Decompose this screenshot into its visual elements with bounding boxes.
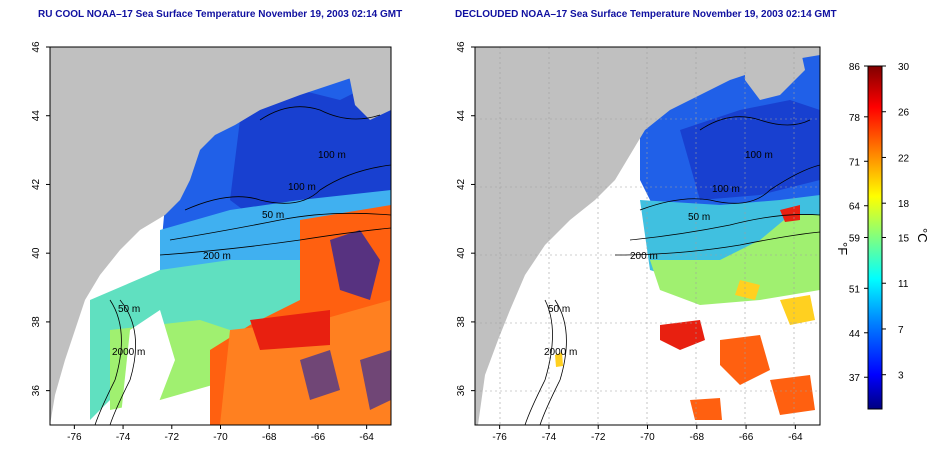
x-tick-label: -64 bbox=[788, 432, 803, 443]
fahrenheit-tick-label: 51 bbox=[849, 284, 861, 295]
x-tick-label: -72 bbox=[165, 432, 180, 443]
y-tick-label: 44 bbox=[31, 110, 42, 122]
contour-label: 50 m bbox=[262, 210, 284, 221]
contour-label: 200 m bbox=[630, 251, 658, 262]
fahrenheit-tick-label: 86 bbox=[849, 62, 861, 73]
map-panel-raw bbox=[50, 47, 391, 425]
contour-label: 100 m bbox=[288, 182, 316, 193]
fahrenheit-tick-label: 59 bbox=[849, 234, 861, 245]
x-tick-label: -66 bbox=[311, 432, 326, 443]
y-tick-label: 46 bbox=[31, 41, 42, 53]
map-axes: -76 -74 -72 -70 -68 -66 -64 36 38 40 42 44 46 -76 -74 -… bbox=[31, 41, 803, 443]
x-tick-label: -76 bbox=[67, 432, 82, 443]
celsius-tick-label: 18 bbox=[898, 199, 910, 210]
y-tick-label: 42 bbox=[31, 178, 42, 190]
y-tick-label: 36 bbox=[456, 385, 467, 397]
celsius-tick-label: 15 bbox=[898, 234, 910, 245]
x-tick-label: -76 bbox=[492, 432, 507, 443]
x-tick-label: -66 bbox=[739, 432, 754, 443]
contour-label: 200 m bbox=[203, 251, 231, 262]
x-tick-label: -72 bbox=[591, 432, 606, 443]
x-tick-label: -74 bbox=[542, 432, 557, 443]
x-tick-label: -70 bbox=[213, 432, 228, 443]
y-tick-label: 40 bbox=[31, 247, 42, 259]
x-tick-label: -74 bbox=[116, 432, 131, 443]
celsius-tick-label: 22 bbox=[898, 153, 910, 164]
fahrenheit-tick-label: 37 bbox=[849, 373, 861, 384]
y-tick-label: 38 bbox=[456, 316, 467, 328]
fahrenheit-tick-label: 78 bbox=[849, 113, 861, 124]
y-tick-label: 38 bbox=[31, 316, 42, 328]
x-tick-label: -64 bbox=[359, 432, 374, 443]
map-panel-declouded bbox=[475, 47, 820, 425]
x-tick-label: -70 bbox=[640, 432, 655, 443]
colorbar bbox=[867, 65, 883, 410]
x-tick-label: -68 bbox=[690, 432, 705, 443]
contour-label: 100 m bbox=[712, 184, 740, 195]
y-tick-label: 42 bbox=[456, 178, 467, 190]
contour-label: 50 m bbox=[688, 212, 710, 223]
celsius-tick-label: 11 bbox=[898, 279, 909, 290]
contour-label: 2000 m bbox=[544, 347, 577, 358]
y-tick-label: 40 bbox=[456, 247, 467, 259]
y-tick-label: 46 bbox=[456, 41, 467, 53]
y-tick-label: 44 bbox=[456, 110, 467, 122]
fahrenheit-tick-label: 71 bbox=[849, 157, 861, 168]
contour-label: 100 m bbox=[318, 150, 346, 161]
celsius-tick-label: 7 bbox=[898, 325, 904, 336]
contour-label: 50 m bbox=[118, 304, 140, 315]
fahrenheit-unit: °F bbox=[835, 242, 850, 255]
map-title-raw: RU COOL NOAA–17 Sea Surface Temperature … bbox=[38, 9, 403, 20]
celsius-tick-label: 30 bbox=[898, 62, 910, 73]
contour-label: 50 m bbox=[548, 304, 570, 315]
map-title-declouded: DECLOUDED NOAA–17 Sea Surface Temperatur… bbox=[455, 9, 837, 20]
contour-label: 100 m bbox=[745, 150, 773, 161]
x-tick-label: -68 bbox=[262, 432, 277, 443]
fahrenheit-tick-label: 64 bbox=[849, 202, 861, 213]
contour-label: 2000 m bbox=[112, 347, 145, 358]
colorbar-ticks: 30 26 22 18 15 11 7 3 86 78 71 64 59 51 44 37 bbox=[849, 62, 910, 384]
celsius-tick-label: 26 bbox=[898, 108, 910, 119]
fahrenheit-tick-label: 44 bbox=[849, 329, 861, 340]
y-tick-label: 36 bbox=[31, 385, 42, 397]
celsius-unit: °C bbox=[915, 228, 930, 243]
celsius-tick-label: 3 bbox=[898, 371, 904, 382]
